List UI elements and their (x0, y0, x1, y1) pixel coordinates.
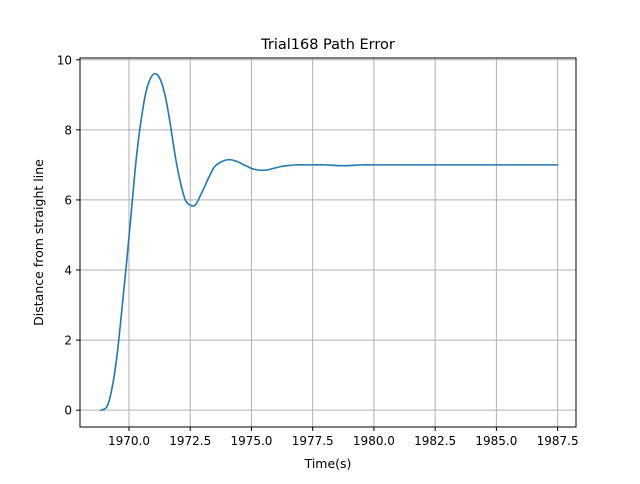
y-tick-label: 4 (64, 264, 72, 278)
x-tick-label: 1975.0 (230, 434, 272, 448)
x-tick-label: 1972.5 (169, 434, 211, 448)
y-tick-label: 6 (64, 193, 72, 207)
x-tick-label: 1987.5 (537, 434, 579, 448)
y-tick-label: 0 (64, 404, 72, 418)
x-tick-label: 1985.0 (475, 434, 517, 448)
x-tick-label: 1980.0 (353, 434, 395, 448)
ticks: 1970.0 1972.5 1975.0 1977.5 1980.0 1982.5 1985… (57, 53, 579, 448)
y-axis-label: Distance from straight line (31, 159, 46, 326)
x-tick-label: 1970.0 (108, 434, 150, 448)
series-line (100, 72, 559, 411)
series-layer (100, 72, 559, 411)
y-tick-label: 2 (64, 334, 72, 348)
x-tick-label: 1982.5 (414, 434, 456, 448)
y-tick-label: 10 (57, 53, 72, 67)
x-axis-label: Time(s) (304, 456, 352, 471)
y-tick-label: 8 (64, 123, 72, 137)
x-tick-label: 1977.5 (292, 434, 334, 448)
axes-frame (79, 57, 577, 428)
grid (80, 58, 576, 427)
chart-title: Trial168 Path Error (260, 37, 395, 53)
